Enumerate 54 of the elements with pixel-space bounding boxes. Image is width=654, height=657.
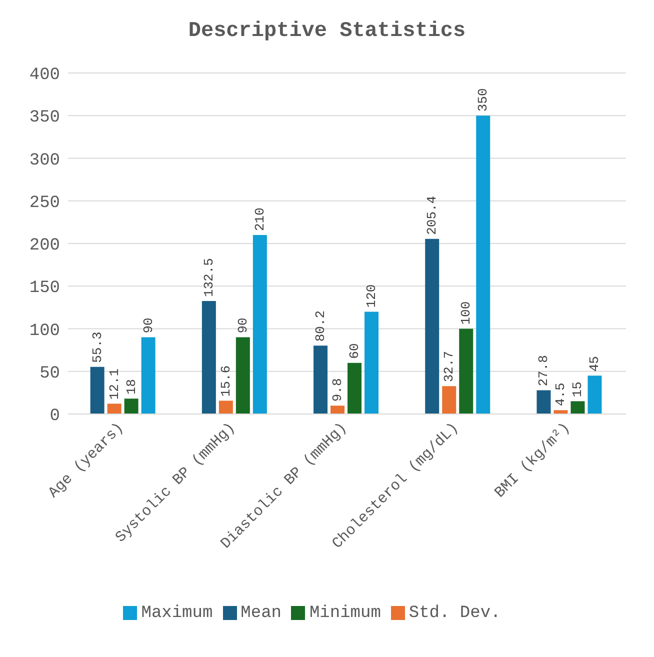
y-tick-label: 400 <box>29 66 60 86</box>
y-tick-label: 0 <box>50 407 60 426</box>
data-label: 55.3 <box>90 332 105 363</box>
data-label: 18 <box>124 379 139 395</box>
y-tick-label: 350 <box>29 108 60 128</box>
data-label: 80.2 <box>313 310 328 342</box>
y-tick-label: 300 <box>29 151 60 170</box>
bar <box>124 398 138 414</box>
y-tick-label: 150 <box>29 279 60 298</box>
data-label: 12.1 <box>106 368 122 400</box>
bar <box>252 234 267 414</box>
bar <box>476 116 490 414</box>
data-label: 90 <box>235 318 250 334</box>
bar <box>202 301 216 414</box>
data-label: 15.6 <box>218 365 234 397</box>
bar <box>442 386 456 414</box>
data-label: 27.8 <box>536 355 552 386</box>
y-tick-label: 50 <box>40 364 60 384</box>
y-tick-label: 200 <box>29 236 60 256</box>
bar <box>236 337 250 414</box>
data-label: 15 <box>570 382 586 398</box>
bar <box>90 366 104 414</box>
data-label: 132.5 <box>201 258 216 298</box>
data-label: 350 <box>476 88 491 112</box>
bar <box>141 337 156 414</box>
bar <box>536 390 551 414</box>
data-label: 60 <box>347 343 362 359</box>
chart-title: Descriptive Statistics <box>187 20 467 43</box>
bar <box>425 238 440 414</box>
legend-label: Std. Dev. <box>408 604 501 623</box>
data-label: 205.4 <box>424 196 440 235</box>
legend-label: Minimum <box>309 604 381 623</box>
data-label: 210 <box>252 208 268 231</box>
bar <box>570 401 585 414</box>
bar <box>348 362 362 414</box>
bar <box>588 376 602 414</box>
data-label: 45 <box>587 356 602 372</box>
data-label: 9.8 <box>330 378 346 402</box>
bar <box>314 346 328 414</box>
bar <box>554 410 568 414</box>
legend-label: Maximum <box>141 604 213 623</box>
data-label: 90 <box>140 318 156 334</box>
y-tick-label: 250 <box>29 194 60 213</box>
data-label: 120 <box>364 284 380 308</box>
bar <box>107 404 122 414</box>
y-tick-label: 100 <box>29 322 60 341</box>
data-label: 32.7 <box>442 350 457 382</box>
legend-label: Mean <box>240 604 282 623</box>
bar <box>364 312 379 414</box>
data-label: 4.5 <box>553 382 568 406</box>
data-label: 100 <box>458 301 474 325</box>
bar <box>330 406 345 414</box>
bar <box>459 328 474 414</box>
bar <box>218 400 233 414</box>
